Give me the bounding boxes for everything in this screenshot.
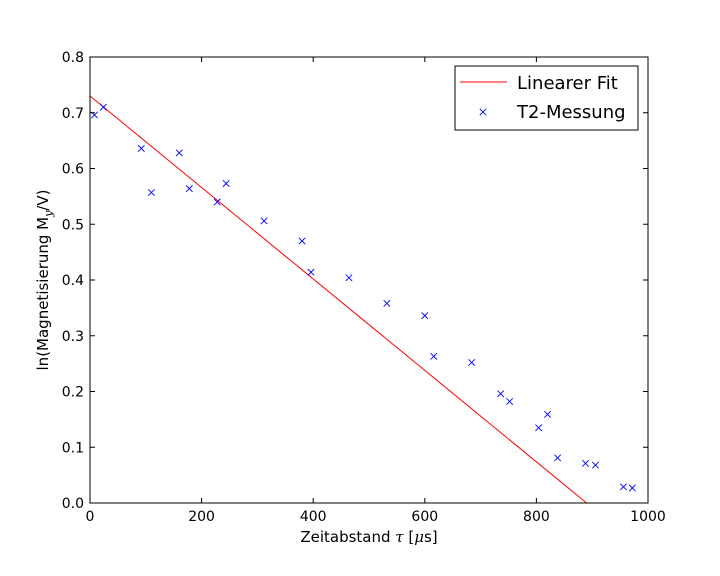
x-tick-label: 400 xyxy=(300,509,327,525)
y-tick-label: 0.6 xyxy=(62,162,84,178)
data-point xyxy=(497,390,505,398)
data-point-stroke xyxy=(581,459,590,467)
legend-marker-swatch xyxy=(479,108,487,116)
x-tick-label: 600 xyxy=(411,509,438,525)
data-point xyxy=(535,424,543,432)
data-point xyxy=(222,180,230,188)
data-point xyxy=(175,149,183,157)
data-point xyxy=(213,198,221,206)
data-point xyxy=(260,217,268,225)
x-axis-label-part: Zeitabstand xyxy=(300,528,395,546)
data-point-stroke xyxy=(506,398,514,406)
data-point-stroke xyxy=(497,390,505,398)
x-tick-label: 1000 xyxy=(630,509,666,525)
y-tick-label: 0.4 xyxy=(62,273,84,289)
data-point xyxy=(383,299,391,307)
data-point-stroke xyxy=(307,268,315,276)
data-point xyxy=(554,454,562,462)
data-point xyxy=(185,185,193,193)
y-tick-label: 0.7 xyxy=(62,106,84,122)
data-point xyxy=(430,352,438,360)
data-point-stroke xyxy=(213,198,221,206)
data-point-stroke xyxy=(421,312,429,320)
legend: Linearer Fit T2-Messung xyxy=(454,65,639,131)
legend-measurement-label: T2-Messung xyxy=(516,102,626,123)
data-point-stroke xyxy=(535,424,543,432)
data-point xyxy=(298,237,306,245)
data-point-stroke xyxy=(383,299,391,307)
data-point-stroke xyxy=(99,103,107,111)
legend-marker-stroke xyxy=(479,108,487,116)
legend-fit-label: Linearer Fit xyxy=(517,73,618,94)
y-tick-label: 0.8 xyxy=(62,50,84,66)
y-axis-label: ln(Magnetisierung My/V) xyxy=(34,190,55,371)
data-point xyxy=(421,312,429,320)
data-point-stroke xyxy=(222,180,230,188)
y-axis-label-part: ln(Magnetisierung M xyxy=(34,217,52,371)
x-tick-label: 0 xyxy=(86,509,95,525)
legend-box xyxy=(454,65,639,131)
x-tick-label: 200 xyxy=(188,509,215,525)
data-point xyxy=(506,398,514,406)
fit-line xyxy=(90,95,587,503)
y-tick-label: 0.5 xyxy=(62,217,84,233)
data-point xyxy=(468,358,476,367)
data-point xyxy=(307,268,315,276)
y-tick-label: 0.3 xyxy=(62,329,84,345)
y-tick-label: 0.0 xyxy=(62,496,84,512)
data-point xyxy=(137,144,145,152)
data-point-stroke xyxy=(628,484,636,492)
data-point-stroke xyxy=(175,149,183,157)
y-tick-label: 0.2 xyxy=(62,385,84,401)
x-axis-label-part: s] xyxy=(424,528,438,546)
data-point xyxy=(628,484,636,492)
data-point-stroke xyxy=(137,144,145,152)
y-axis-label-subscript: y xyxy=(42,210,55,218)
x-axis-label: Zeitabstand τ [μs] xyxy=(300,528,437,546)
data-point xyxy=(345,274,353,282)
axis-ticks: 0 200 400 600 800 1000 0.0 0.1 0.2 0.3 0.4 0.5 0.6 0.… xyxy=(62,50,666,525)
data-point-stroke xyxy=(147,188,155,196)
data-point-stroke xyxy=(90,111,98,119)
data-point xyxy=(619,483,627,491)
data-point xyxy=(544,410,552,418)
data-point-stroke xyxy=(430,352,438,360)
plot-marks xyxy=(90,95,636,503)
y-axis-label-part: /V) xyxy=(34,190,52,211)
data-point-stroke xyxy=(345,274,353,282)
data-point xyxy=(99,103,107,111)
data-point xyxy=(581,459,590,467)
data-point-stroke xyxy=(260,217,268,225)
data-point-stroke xyxy=(554,454,562,462)
data-point xyxy=(147,188,155,196)
x-axis-label-part: [ xyxy=(404,528,415,546)
data-point-stroke xyxy=(468,358,476,367)
data-point-stroke xyxy=(592,461,600,469)
data-point-stroke xyxy=(619,483,627,491)
x-axis-label-mu: μ xyxy=(414,528,424,546)
data-point xyxy=(592,461,600,469)
y-tick-label: 0.1 xyxy=(62,440,84,456)
data-point-stroke xyxy=(185,185,193,193)
data-point-stroke xyxy=(298,237,306,245)
x-tick-label: 800 xyxy=(523,509,550,525)
x-axis-label-tau: τ xyxy=(395,528,404,546)
data-point-stroke xyxy=(544,410,552,418)
